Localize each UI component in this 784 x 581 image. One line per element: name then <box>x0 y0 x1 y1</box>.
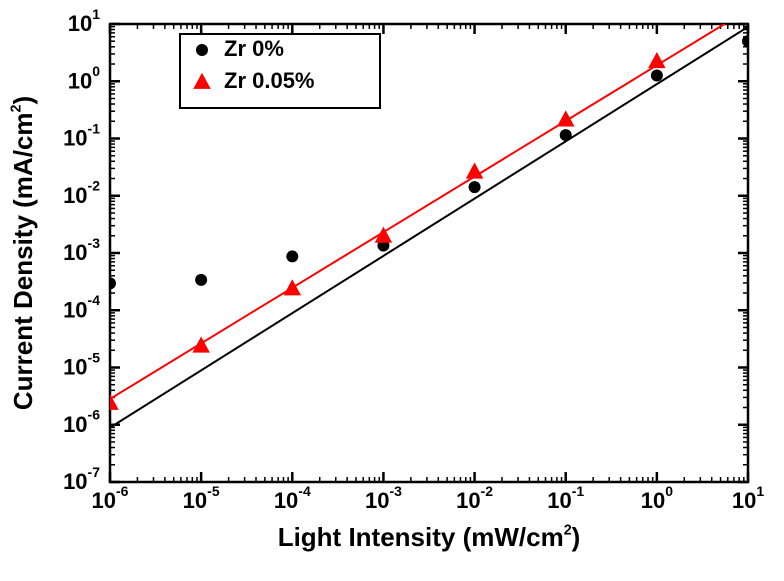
x-axis-title: Light Intensity (mW/cm2) <box>278 522 581 552</box>
legend: Zr 0% Zr 0.05% <box>180 34 380 108</box>
y-axis-title: Current Density (mA/cm2) <box>8 96 38 410</box>
scatter-chart: 10-610-510-410-310-210-110010110-710-610… <box>0 0 784 581</box>
chart-container: 10-610-510-410-310-210-110010110-710-610… <box>0 0 784 581</box>
legend-label: Zr 0.05% <box>224 68 315 93</box>
legend-label: Zr 0% <box>224 36 284 61</box>
